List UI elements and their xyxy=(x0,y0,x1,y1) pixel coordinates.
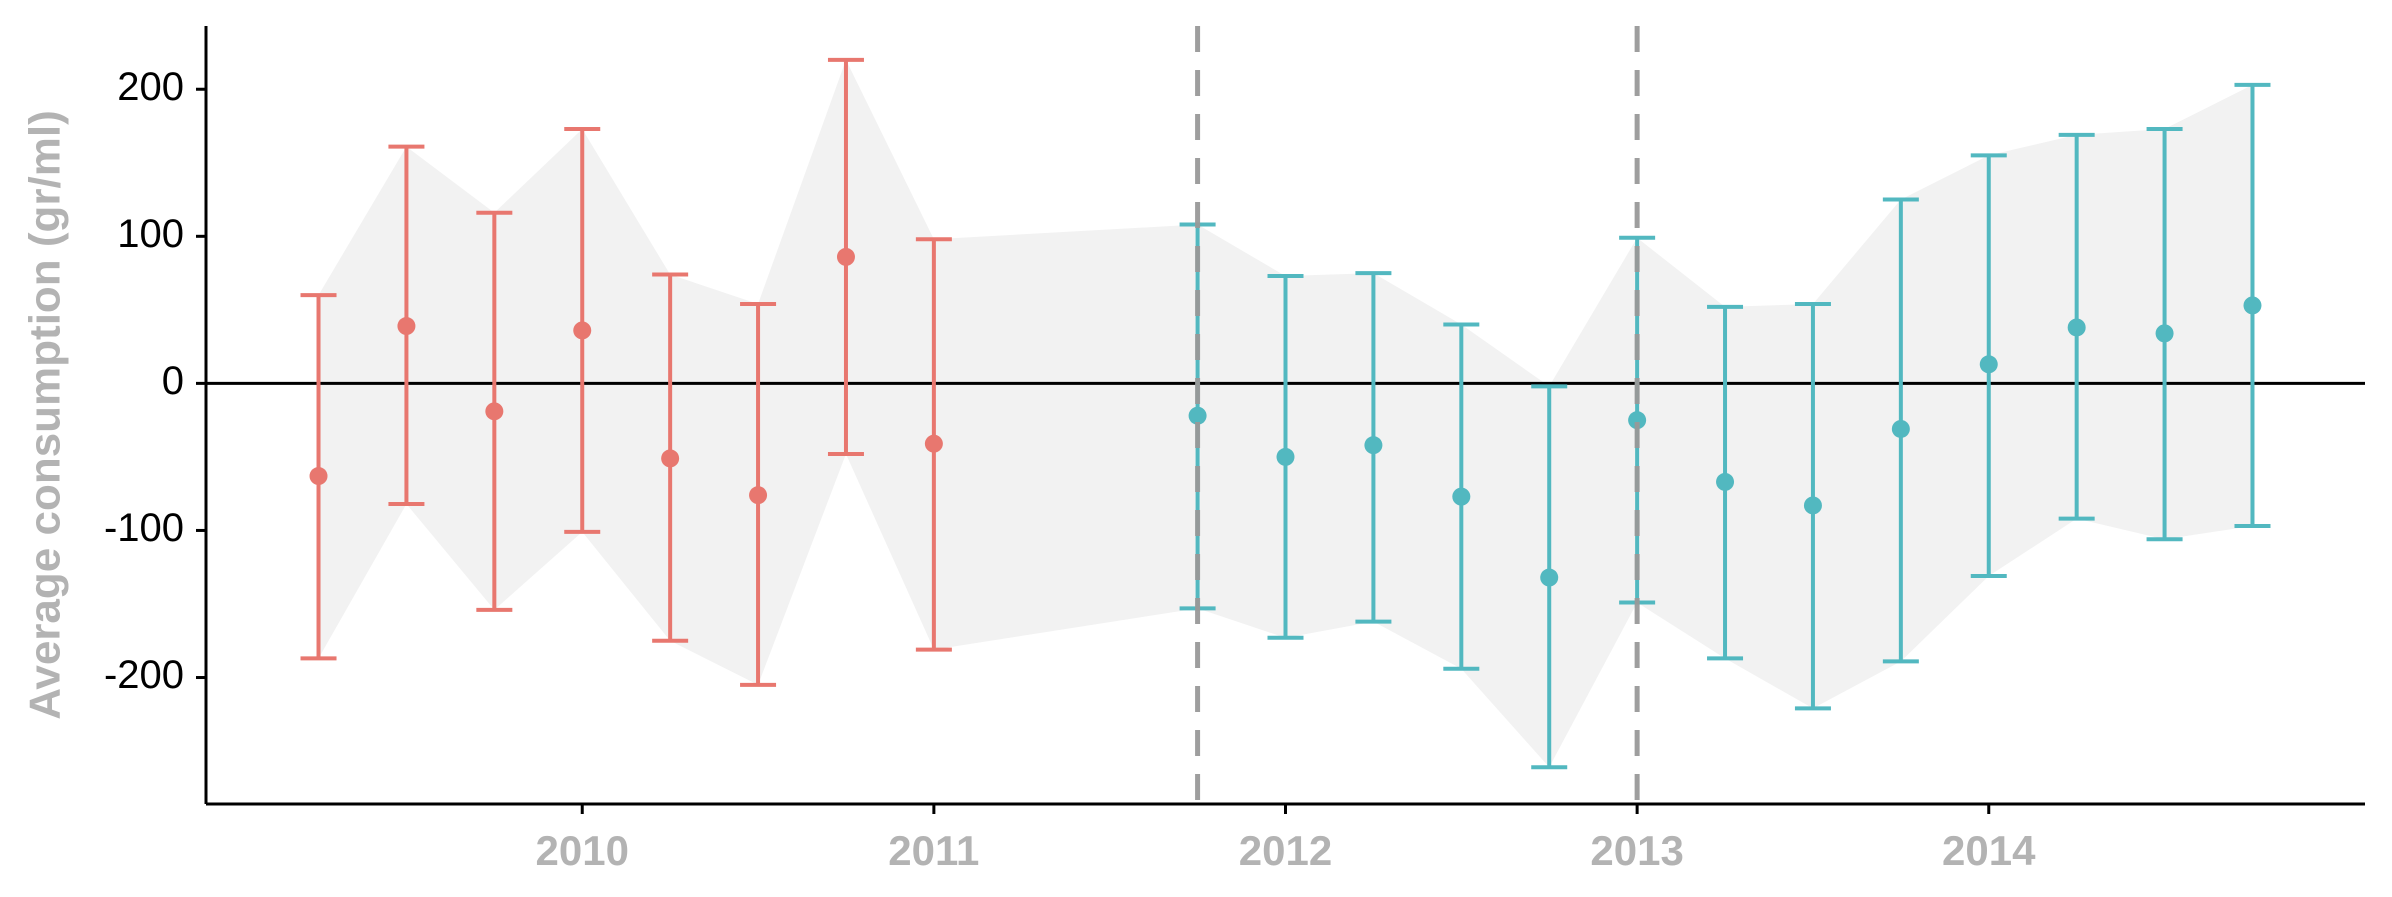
y-tick-label: -100 xyxy=(104,506,184,550)
point xyxy=(397,317,416,336)
y-axis-title: Average consumption (gr/ml) xyxy=(21,110,70,720)
point xyxy=(749,486,768,505)
point xyxy=(1803,496,1822,515)
point xyxy=(2155,324,2174,343)
point xyxy=(485,402,504,421)
point xyxy=(1979,355,1998,374)
x-tick-label: 2013 xyxy=(1590,827,1683,874)
point xyxy=(1188,406,1207,425)
point xyxy=(1716,472,1735,491)
point xyxy=(1276,447,1295,466)
x-tick-label: 2014 xyxy=(1942,827,2036,874)
y-tick-label: 200 xyxy=(117,65,184,109)
x-tick-label: 2012 xyxy=(1239,827,1332,874)
ribbon xyxy=(318,59,934,685)
point xyxy=(836,247,855,266)
point xyxy=(309,467,328,486)
y-tick-label: 0 xyxy=(162,359,184,403)
point xyxy=(1628,411,1647,430)
point xyxy=(1452,487,1471,506)
y-tick-label: -200 xyxy=(104,653,184,697)
point xyxy=(1540,568,1559,587)
x-tick-label: 2011 xyxy=(888,827,979,874)
y-tick-label: 100 xyxy=(117,212,184,256)
point xyxy=(1364,436,1383,455)
point xyxy=(2243,296,2262,315)
point xyxy=(2067,318,2086,337)
x-tick-label: 2010 xyxy=(536,827,629,874)
point xyxy=(573,321,592,340)
point xyxy=(661,449,680,468)
ribbon-connector xyxy=(933,224,1198,650)
point xyxy=(1891,419,1910,438)
point xyxy=(924,434,943,453)
